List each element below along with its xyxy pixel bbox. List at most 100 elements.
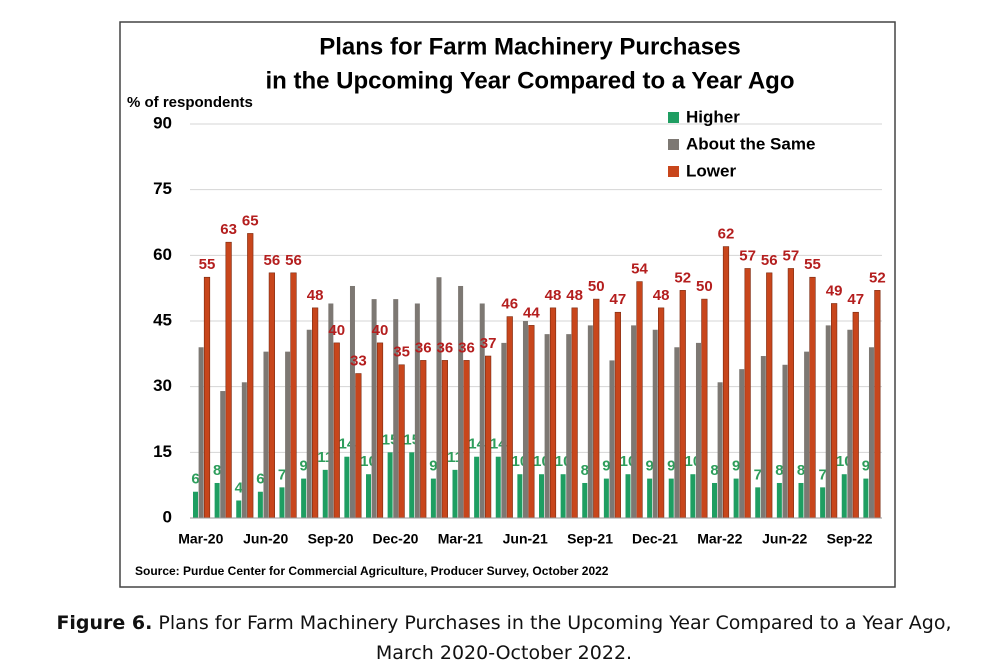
bar <box>825 325 831 518</box>
data-label: 49 <box>826 282 843 299</box>
bar <box>495 456 501 518</box>
bar <box>549 307 557 519</box>
bar <box>290 272 297 519</box>
bar <box>241 382 247 518</box>
bar <box>733 478 739 518</box>
data-label: 54 <box>631 261 648 278</box>
data-label: 48 <box>307 287 324 304</box>
y-tick-label: 60 <box>153 245 172 264</box>
data-label: 8 <box>775 462 783 479</box>
bar <box>479 303 485 518</box>
bar <box>695 342 701 518</box>
y-tick-label: 15 <box>153 442 172 461</box>
bar <box>203 276 211 519</box>
legend-swatch <box>668 166 679 177</box>
bar <box>371 299 377 518</box>
data-label: 40 <box>372 322 389 339</box>
bar <box>566 334 572 518</box>
chart-title: Plans for Farm Machinery Purchases <box>319 33 741 60</box>
y-tick-label: 90 <box>153 113 172 132</box>
legend-label: About the Same <box>686 134 815 153</box>
bar <box>528 325 535 519</box>
data-label: 9 <box>732 458 740 475</box>
bar <box>436 277 442 518</box>
bar <box>712 482 717 518</box>
data-label: 48 <box>653 287 670 304</box>
bar <box>414 303 420 518</box>
bar <box>522 321 528 518</box>
x-tick-label: Mar-20 <box>178 531 223 547</box>
data-label: 7 <box>754 466 762 483</box>
bar <box>631 325 637 518</box>
bar <box>652 329 658 518</box>
bar <box>782 364 788 518</box>
bar <box>603 478 609 518</box>
y-tick-label: 45 <box>153 310 172 329</box>
data-label: 9 <box>862 458 870 475</box>
bar <box>441 360 448 519</box>
bar <box>247 233 254 519</box>
bar <box>268 272 275 519</box>
data-label: 65 <box>242 212 259 229</box>
data-label: 9 <box>429 458 437 475</box>
y-axis-label: % of respondents <box>127 94 253 111</box>
data-label: 6 <box>191 471 199 488</box>
bar <box>760 356 766 518</box>
bar <box>263 351 269 518</box>
bar <box>393 299 399 518</box>
bar <box>874 290 881 519</box>
bar <box>798 482 804 518</box>
bar <box>544 334 550 518</box>
bar <box>847 329 853 518</box>
bar <box>674 347 680 518</box>
bar <box>571 307 578 519</box>
bar <box>501 342 507 518</box>
x-tick-label: Jun-21 <box>503 531 548 547</box>
data-label: 8 <box>213 462 221 479</box>
data-label: 56 <box>285 252 302 269</box>
chart-title: in the Upcoming Year Compared to a Year … <box>265 67 794 94</box>
bar <box>474 456 480 518</box>
bar <box>820 487 826 518</box>
bar <box>809 276 816 519</box>
data-label: 47 <box>610 291 627 308</box>
bar <box>306 329 312 518</box>
caption: Figure 6. Plans for Farm Machinery Purch… <box>30 608 978 668</box>
data-label: 50 <box>696 278 713 295</box>
bar <box>766 272 773 519</box>
data-label: 57 <box>783 247 800 264</box>
bar <box>658 307 665 519</box>
bar <box>193 491 198 518</box>
bar <box>614 311 621 519</box>
data-label: 48 <box>566 287 583 304</box>
source: Source: Purdue Center for Commercial Agr… <box>135 564 609 578</box>
bar <box>852 311 859 519</box>
data-label: 7 <box>278 466 286 483</box>
data-label: 52 <box>674 269 691 286</box>
bar <box>668 478 674 518</box>
bar <box>328 303 334 518</box>
bar <box>322 469 328 518</box>
data-label: 33 <box>350 353 367 370</box>
bar <box>214 482 220 518</box>
bar <box>690 474 696 518</box>
bar <box>279 487 285 518</box>
data-label: 35 <box>393 344 410 361</box>
bar <box>220 391 226 518</box>
y-tick-label: 0 <box>163 507 172 526</box>
data-label: 36 <box>415 339 432 356</box>
bar <box>387 452 393 518</box>
bar <box>376 342 384 519</box>
bar <box>506 316 513 519</box>
bar <box>787 268 794 519</box>
bar <box>647 478 653 518</box>
bar <box>717 382 723 518</box>
bar <box>587 325 593 518</box>
bar <box>679 290 686 519</box>
bar <box>458 285 464 518</box>
data-label: 44 <box>523 304 540 321</box>
bar <box>420 360 427 519</box>
data-label: 7 <box>818 466 826 483</box>
bar <box>285 351 291 518</box>
data-label: 8 <box>581 462 589 479</box>
